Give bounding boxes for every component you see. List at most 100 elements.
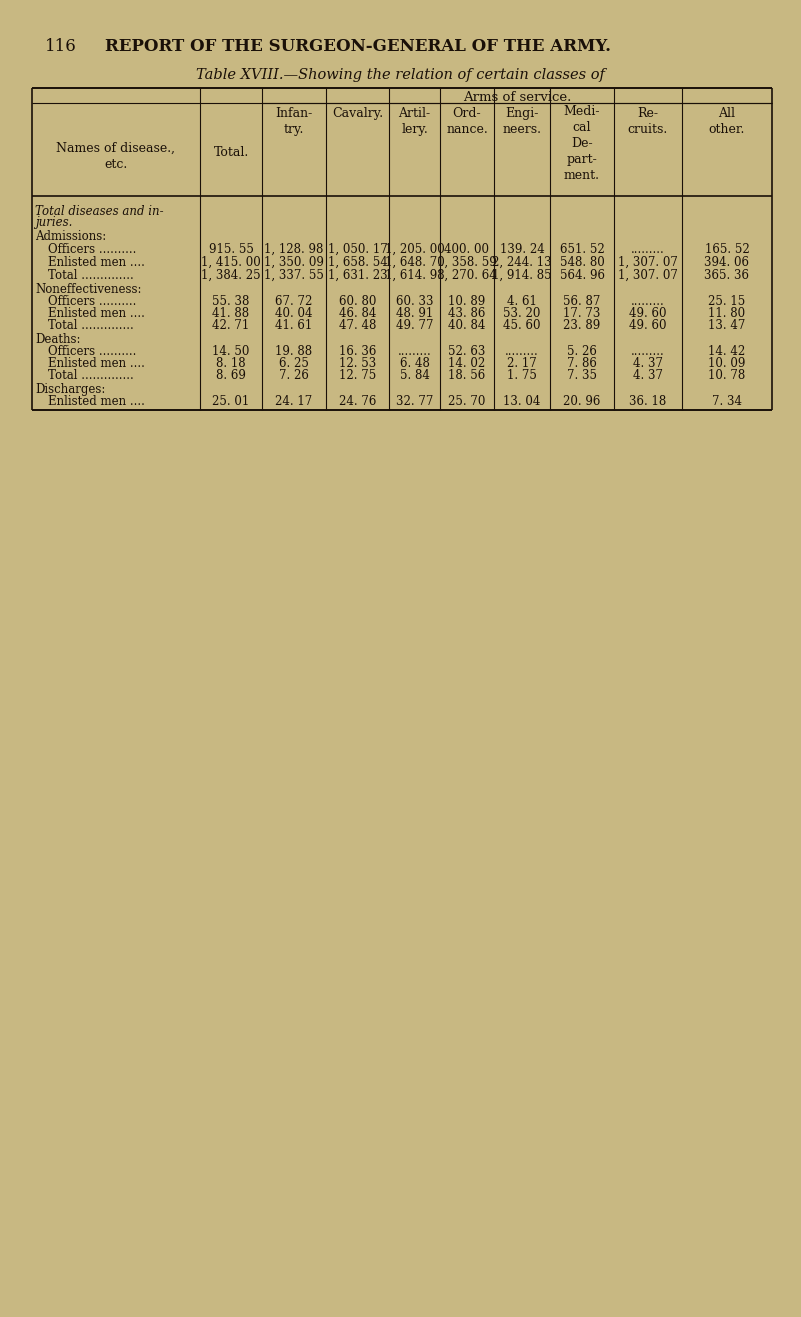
Text: 1, 614. 98: 1, 614. 98: [384, 269, 445, 282]
Text: Total ..............: Total ..............: [48, 269, 134, 282]
Text: 548. 80: 548. 80: [560, 255, 605, 269]
Text: 7. 86: 7. 86: [567, 357, 597, 370]
Text: .........: .........: [631, 244, 665, 255]
Text: 13. 47: 13. 47: [708, 319, 746, 332]
Text: .........: .........: [397, 345, 432, 358]
Text: 17. 73: 17. 73: [563, 307, 601, 320]
Text: Admissions:: Admissions:: [35, 230, 107, 244]
Text: 365. 36: 365. 36: [705, 269, 750, 282]
Text: 116: 116: [45, 38, 77, 55]
Text: 25. 15: 25. 15: [708, 295, 746, 308]
Text: Cavalry.: Cavalry.: [332, 107, 383, 120]
Text: 1, 384. 25: 1, 384. 25: [201, 269, 261, 282]
Text: 139. 24: 139. 24: [500, 244, 545, 255]
Text: 49. 77: 49. 77: [396, 319, 433, 332]
Text: 14. 42: 14. 42: [708, 345, 746, 358]
Text: 4. 37: 4. 37: [633, 369, 663, 382]
Text: 4. 37: 4. 37: [633, 357, 663, 370]
Text: 2, 244. 13: 2, 244. 13: [492, 255, 552, 269]
Text: 10. 09: 10. 09: [708, 357, 746, 370]
Text: 36. 18: 36. 18: [630, 395, 666, 408]
Text: 49. 60: 49. 60: [630, 319, 666, 332]
Text: 1, 914. 85: 1, 914. 85: [492, 269, 552, 282]
Text: 1, 205. 00: 1, 205. 00: [384, 244, 445, 255]
Text: 14. 02: 14. 02: [449, 357, 485, 370]
Text: Total diseases and in-: Total diseases and in-: [35, 205, 163, 219]
Text: 46. 84: 46. 84: [339, 307, 376, 320]
Text: 5. 26: 5. 26: [567, 345, 597, 358]
Text: 32. 77: 32. 77: [396, 395, 433, 408]
Text: 7. 35: 7. 35: [567, 369, 597, 382]
Text: 43. 86: 43. 86: [449, 307, 485, 320]
Text: Artil-
lery.: Artil- lery.: [398, 107, 431, 136]
Text: 6. 25: 6. 25: [279, 357, 309, 370]
Text: 45. 60: 45. 60: [503, 319, 541, 332]
Text: 18. 56: 18. 56: [449, 369, 485, 382]
Text: Officers ..........: Officers ..........: [48, 345, 136, 358]
Text: 19. 88: 19. 88: [276, 345, 312, 358]
Text: 48. 91: 48. 91: [396, 307, 433, 320]
Text: 1, 270. 64: 1, 270. 64: [437, 269, 497, 282]
Text: Engi-
neers.: Engi- neers.: [502, 107, 541, 136]
Text: 8. 18: 8. 18: [216, 357, 246, 370]
Text: juries.: juries.: [35, 216, 72, 229]
Text: 5. 84: 5. 84: [400, 369, 429, 382]
Text: Deaths:: Deaths:: [35, 333, 80, 346]
Text: 42. 71: 42. 71: [212, 319, 250, 332]
Text: 12. 75: 12. 75: [339, 369, 376, 382]
Text: 40. 04: 40. 04: [276, 307, 312, 320]
Text: 14. 50: 14. 50: [212, 345, 250, 358]
Text: 11. 80: 11. 80: [708, 307, 746, 320]
Text: Total.: Total.: [213, 145, 248, 158]
Text: 400. 00: 400. 00: [445, 244, 489, 255]
Text: 1, 307. 07: 1, 307. 07: [618, 255, 678, 269]
Text: 915. 55: 915. 55: [208, 244, 253, 255]
Text: .........: .........: [505, 345, 539, 358]
Text: Total ..............: Total ..............: [48, 319, 134, 332]
Text: Enlisted men ....: Enlisted men ....: [48, 395, 145, 408]
Text: 47. 48: 47. 48: [339, 319, 376, 332]
Text: Re-
cruits.: Re- cruits.: [628, 107, 668, 136]
Text: 2. 17: 2. 17: [507, 357, 537, 370]
Text: 60. 33: 60. 33: [396, 295, 433, 308]
Text: Ord-
nance.: Ord- nance.: [446, 107, 488, 136]
Text: 16. 36: 16. 36: [339, 345, 376, 358]
Text: 165. 52: 165. 52: [705, 244, 750, 255]
Text: 41. 61: 41. 61: [276, 319, 312, 332]
Text: 6. 48: 6. 48: [400, 357, 429, 370]
Text: 1, 307. 07: 1, 307. 07: [618, 269, 678, 282]
Text: 56. 87: 56. 87: [563, 295, 601, 308]
Text: 1, 631. 23: 1, 631. 23: [328, 269, 388, 282]
Text: Discharges:: Discharges:: [35, 383, 106, 396]
Text: 1, 415. 00: 1, 415. 00: [201, 255, 261, 269]
Text: 651. 52: 651. 52: [560, 244, 605, 255]
Text: 1, 648. 70: 1, 648. 70: [384, 255, 445, 269]
Text: .........: .........: [631, 345, 665, 358]
Text: Infan-
try.: Infan- try.: [276, 107, 312, 136]
Text: 20. 96: 20. 96: [563, 395, 601, 408]
Text: 4. 61: 4. 61: [507, 295, 537, 308]
Text: 25. 01: 25. 01: [212, 395, 250, 408]
Text: 60. 80: 60. 80: [339, 295, 376, 308]
Text: 41. 88: 41. 88: [212, 307, 250, 320]
Text: Noneffectiveness:: Noneffectiveness:: [35, 283, 142, 296]
Text: 1, 358. 59: 1, 358. 59: [437, 255, 497, 269]
Text: 1, 128. 98: 1, 128. 98: [264, 244, 324, 255]
Text: Total ..............: Total ..............: [48, 369, 134, 382]
Text: 24. 76: 24. 76: [339, 395, 376, 408]
Text: 10. 89: 10. 89: [449, 295, 485, 308]
Text: Enlisted men ....: Enlisted men ....: [48, 357, 145, 370]
Text: 53. 20: 53. 20: [503, 307, 541, 320]
Text: 40. 84: 40. 84: [449, 319, 485, 332]
Text: 394. 06: 394. 06: [705, 255, 750, 269]
Text: 1. 75: 1. 75: [507, 369, 537, 382]
Text: Officers ..........: Officers ..........: [48, 295, 136, 308]
Text: Arms of service.: Arms of service.: [463, 91, 571, 104]
Text: .........: .........: [631, 295, 665, 308]
Text: 1, 050. 17: 1, 050. 17: [328, 244, 388, 255]
Text: Medi-
cal
De-
part-
ment.: Medi- cal De- part- ment.: [564, 105, 600, 182]
Text: 12. 53: 12. 53: [339, 357, 376, 370]
Text: 25. 70: 25. 70: [449, 395, 485, 408]
Text: Names of disease.,
etc.: Names of disease., etc.: [57, 141, 175, 170]
Text: 55. 38: 55. 38: [212, 295, 250, 308]
